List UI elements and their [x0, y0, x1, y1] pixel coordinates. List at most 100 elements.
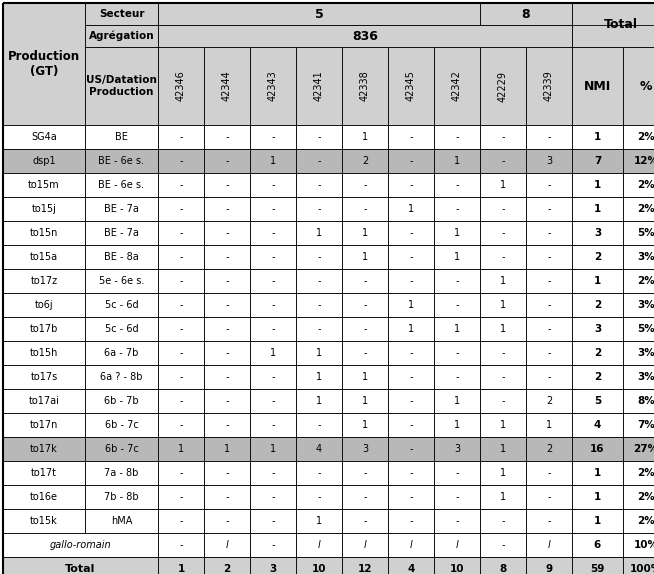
Bar: [85, 365, 158, 389]
Bar: [204, 125, 250, 149]
Bar: [480, 557, 526, 574]
Text: 1: 1: [594, 516, 601, 526]
Bar: [480, 245, 526, 269]
Bar: [3, 3, 85, 125]
Text: hMA: hMA: [111, 516, 132, 526]
Text: -: -: [179, 252, 182, 262]
Bar: [623, 221, 654, 245]
Text: -: -: [225, 156, 229, 166]
Bar: [250, 221, 296, 245]
Text: 1: 1: [546, 420, 552, 430]
Text: -: -: [179, 204, 182, 214]
Text: 3: 3: [454, 444, 460, 454]
Text: -: -: [225, 300, 229, 310]
Text: 6b - 7c: 6b - 7c: [105, 420, 139, 430]
Bar: [526, 485, 572, 509]
Bar: [342, 389, 388, 413]
Text: 2%: 2%: [637, 204, 654, 214]
Bar: [342, 149, 388, 173]
Text: 2: 2: [594, 348, 601, 358]
Text: 3: 3: [594, 324, 601, 334]
Text: -: -: [455, 300, 458, 310]
Text: -: -: [271, 396, 275, 406]
Text: 8%: 8%: [637, 396, 654, 406]
Text: 1: 1: [454, 420, 460, 430]
Text: to17n: to17n: [30, 420, 58, 430]
Bar: [388, 149, 434, 173]
Text: gallo-romain: gallo-romain: [50, 540, 111, 550]
Text: l: l: [409, 540, 413, 550]
Bar: [388, 461, 434, 485]
Text: -: -: [409, 444, 413, 454]
Bar: [204, 557, 250, 574]
Text: 1: 1: [178, 444, 184, 454]
Text: -: -: [225, 396, 229, 406]
Text: -: -: [317, 324, 320, 334]
Text: -: -: [547, 204, 551, 214]
Text: 1: 1: [500, 300, 506, 310]
Bar: [158, 437, 204, 461]
Text: 2%: 2%: [637, 516, 654, 526]
Text: Agrégation: Agrégation: [89, 31, 154, 41]
Text: 1: 1: [408, 300, 414, 310]
Bar: [623, 173, 654, 197]
Bar: [3, 293, 85, 317]
Bar: [342, 221, 388, 245]
Bar: [250, 533, 296, 557]
Text: -: -: [547, 516, 551, 526]
Bar: [3, 245, 85, 269]
Text: 1: 1: [500, 492, 506, 502]
Text: -: -: [179, 516, 182, 526]
Text: -: -: [179, 324, 182, 334]
Text: -: -: [409, 372, 413, 382]
Bar: [3, 413, 85, 437]
Bar: [480, 221, 526, 245]
Text: -: -: [455, 348, 458, 358]
Text: -: -: [547, 348, 551, 358]
Text: -: -: [363, 516, 367, 526]
Bar: [434, 317, 480, 341]
Bar: [204, 197, 250, 221]
Bar: [85, 413, 158, 437]
Text: 1: 1: [362, 228, 368, 238]
Text: -: -: [271, 516, 275, 526]
Bar: [480, 293, 526, 317]
Text: -: -: [179, 132, 182, 142]
Bar: [3, 149, 85, 173]
Text: 1: 1: [594, 276, 601, 286]
Bar: [3, 269, 85, 293]
Text: to17k: to17k: [30, 444, 58, 454]
Text: -: -: [547, 180, 551, 190]
Text: 2: 2: [362, 156, 368, 166]
Bar: [572, 461, 623, 485]
Text: -: -: [179, 300, 182, 310]
Bar: [342, 365, 388, 389]
Text: -: -: [501, 132, 505, 142]
Bar: [3, 317, 85, 341]
Text: -: -: [317, 180, 320, 190]
Text: 1: 1: [224, 444, 230, 454]
Bar: [434, 221, 480, 245]
Text: 1: 1: [594, 492, 601, 502]
Text: 3%: 3%: [637, 252, 654, 262]
Bar: [342, 125, 388, 149]
Text: 42344: 42344: [222, 71, 232, 102]
Bar: [342, 245, 388, 269]
Text: Total: Total: [65, 564, 95, 574]
Text: -: -: [317, 132, 320, 142]
Text: 2: 2: [594, 252, 601, 262]
Bar: [434, 413, 480, 437]
Bar: [296, 293, 342, 317]
Bar: [480, 3, 572, 25]
Text: -: -: [455, 132, 458, 142]
Bar: [623, 509, 654, 533]
Bar: [572, 365, 623, 389]
Text: US/Datation
Production: US/Datation Production: [86, 75, 157, 97]
Text: -: -: [409, 180, 413, 190]
Bar: [572, 221, 623, 245]
Text: 12%: 12%: [634, 156, 654, 166]
Bar: [204, 365, 250, 389]
Text: 42338: 42338: [360, 71, 370, 102]
Text: -: -: [455, 516, 458, 526]
Bar: [85, 485, 158, 509]
